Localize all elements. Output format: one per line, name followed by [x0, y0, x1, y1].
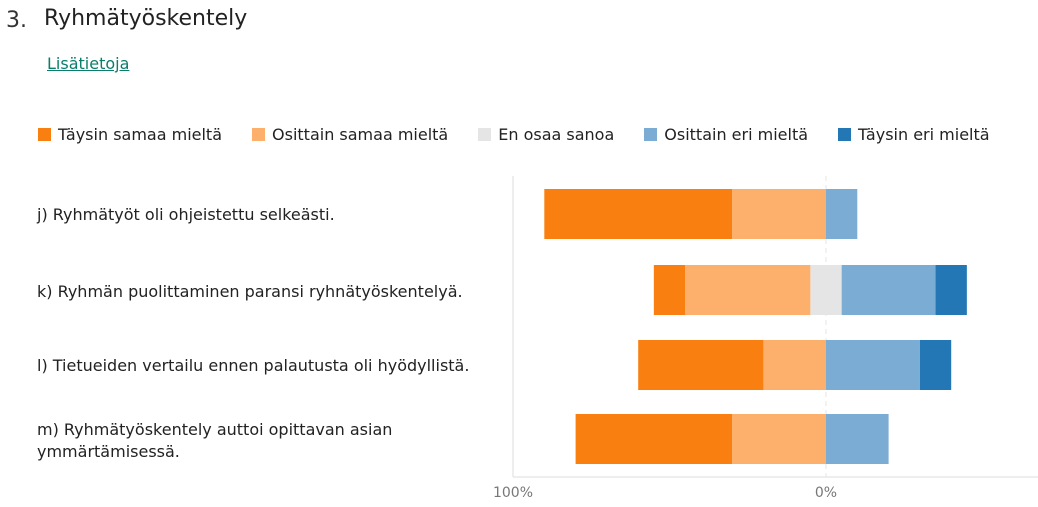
legend-swatch — [478, 128, 492, 141]
bar-osittain-samaa — [732, 189, 826, 239]
legend-item-osittain-samaa: Osittain samaa mieltä — [252, 125, 448, 144]
bar-taysin-eri — [919, 340, 952, 390]
legend-swatch — [38, 128, 51, 141]
legend-item-osittain-eri: Osittain eri mieltä — [644, 125, 808, 144]
row-label-j: j) Ryhmätyöt oli ohjeistettu selkeästi. — [37, 205, 335, 224]
legend-label: Täysin samaa mieltä — [58, 125, 223, 144]
legend-item-taysin-samaa: Täysin samaa mieltä — [38, 125, 222, 144]
question-title: Ryhmätyöskentely — [44, 6, 248, 31]
bar-osittain-eri — [826, 189, 858, 239]
chart-ticks: 100% 0% — [493, 485, 837, 501]
x-tick-label: 100% — [493, 485, 533, 501]
bar-osittain-eri — [826, 340, 920, 390]
legend-swatch — [252, 128, 266, 141]
bar-taysin-samaa — [653, 265, 686, 315]
legend-label: Osittain eri mieltä — [664, 125, 809, 144]
bar-taysin-samaa — [575, 414, 733, 464]
legend-label: En osaa sanoa — [498, 125, 615, 144]
bar-taysin-samaa — [544, 189, 733, 239]
bar-taysin-eri — [935, 265, 967, 315]
legend-item-en-osaa: En osaa sanoa — [478, 125, 614, 144]
legend-swatch — [838, 128, 852, 141]
bar-osittain-eri — [826, 414, 889, 464]
chart-legend: Täysin samaa mieltä Osittain samaa mielt… — [38, 125, 990, 144]
bar-taysin-samaa — [638, 340, 764, 390]
legend-label: Osittain samaa mieltä — [272, 125, 449, 144]
chart-bars — [544, 189, 967, 464]
bar-osittain-samaa — [732, 414, 826, 464]
bar-osittain-samaa — [763, 340, 826, 390]
legend-label: Täysin eri mieltä — [858, 125, 990, 144]
chart-axes — [512, 176, 1038, 478]
row-label-l: l) Tietueiden vertailu ennen palautusta … — [37, 356, 470, 375]
legend-swatch — [644, 128, 658, 141]
row-label-k: k) Ryhmän puolittaminen paransi ryhnätyö… — [37, 282, 463, 301]
bar-osittain-eri — [841, 265, 936, 315]
x-tick-label: 0% — [815, 485, 837, 501]
bar-osittain-samaa — [685, 265, 811, 315]
legend-item-taysin-eri: Täysin eri mieltä — [838, 125, 990, 144]
bar-en-osaa — [810, 265, 842, 315]
question-number: 3. — [6, 8, 27, 33]
row-label-m: m) Ryhmätyöskentely auttoi opittavan asi… — [37, 420, 393, 461]
more-info-link[interactable]: Lisätietoja — [47, 54, 130, 73]
